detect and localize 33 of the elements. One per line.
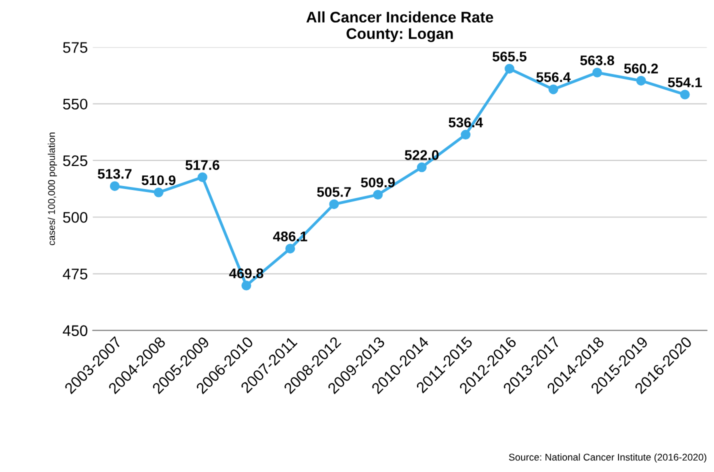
point	[504, 64, 514, 74]
point	[592, 68, 602, 78]
data-label: 517.6	[186, 160, 220, 170]
point	[198, 172, 208, 182]
data-label: 554.1	[668, 78, 702, 88]
point	[373, 190, 383, 200]
data-label: 556.4	[536, 72, 571, 82]
data-label: 513.7	[98, 168, 132, 179]
point	[329, 199, 339, 210]
point	[154, 188, 164, 198]
data-label: 563.8	[580, 55, 614, 66]
data-label: 505.7	[317, 187, 351, 197]
y-tick-label: 475	[62, 268, 88, 280]
source-note: Source: National Cancer Institute (2016-2020)	[508, 453, 706, 463]
data-label: 509.9	[360, 178, 395, 188]
y-axis-title: cases/ 100,000 population	[48, 132, 57, 246]
data-label: 560.2	[624, 64, 658, 74]
point	[110, 181, 120, 191]
data-label: 565.5	[492, 52, 526, 62]
point	[416, 162, 427, 172]
point	[680, 90, 690, 100]
data-label: 510.9	[142, 175, 176, 186]
y-tick-label: 575	[63, 42, 88, 53]
chart-title: All Cancer Incidence Rate County: Logan	[306, 11, 494, 42]
point	[548, 84, 558, 94]
y-tick-label: 500	[63, 212, 88, 223]
y-tick-label: 525	[63, 155, 88, 166]
y-tick-label: 450	[62, 325, 88, 336]
y-tick-label: 550	[63, 98, 88, 110]
point	[241, 280, 252, 290]
point	[636, 76, 646, 86]
point	[460, 130, 470, 140]
point	[285, 244, 296, 254]
